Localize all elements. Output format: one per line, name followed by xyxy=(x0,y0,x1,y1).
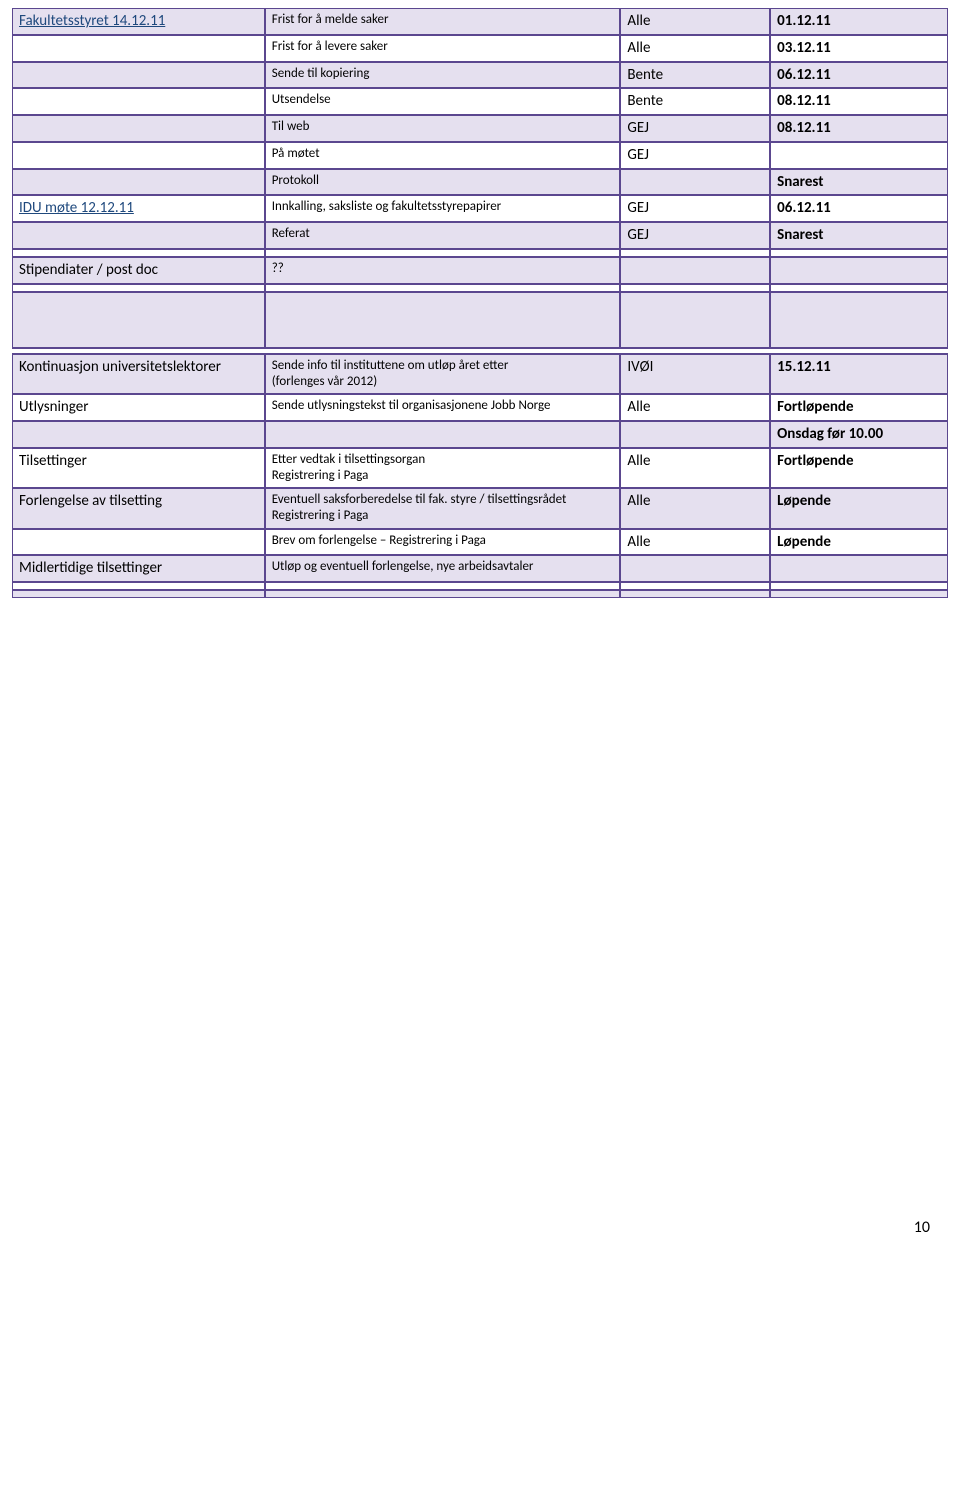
task-cell: Sende info til instituttene om utløp åre… xyxy=(265,354,621,395)
empty-cell xyxy=(770,555,948,582)
empty-cell xyxy=(770,590,948,598)
who-cell: Alle xyxy=(620,35,770,62)
who-cell: Bente xyxy=(620,88,770,115)
empty-cell xyxy=(770,284,948,292)
empty-cell xyxy=(12,249,265,257)
empty-cell xyxy=(12,169,265,196)
empty-cell xyxy=(620,582,770,590)
empty-cell xyxy=(265,582,621,590)
when-cell: 15.12.11 xyxy=(770,354,948,395)
task-cell: Referat xyxy=(265,222,621,249)
task-cell: Utløp og eventuell forlengelse, nye arbe… xyxy=(265,555,621,582)
empty-cell xyxy=(620,292,770,348)
task-cell: Utsendelse xyxy=(265,88,621,115)
when-cell: Snarest xyxy=(770,222,948,249)
task-cell: Sende til kopiering xyxy=(265,62,621,89)
who-cell xyxy=(620,169,770,196)
empty-cell xyxy=(12,88,265,115)
empty-cell xyxy=(12,35,265,62)
task-cell: Frist for å levere saker xyxy=(265,35,621,62)
task-cell: Brev om forlengelse – Registrering i Pag… xyxy=(265,529,621,556)
empty-cell xyxy=(12,582,265,590)
utlysninger-label: Utlysninger xyxy=(12,394,265,421)
task-cell: Frist for å melde saker xyxy=(265,8,621,35)
empty-cell xyxy=(12,284,265,292)
when-cell: 06.12.11 xyxy=(770,62,948,89)
empty-cell xyxy=(620,590,770,598)
empty-cell xyxy=(12,292,265,348)
stipendiater-label: Stipendiater / post doc xyxy=(12,257,265,284)
empty-cell xyxy=(265,292,621,348)
task-cell: Sende utlysningstekst til organisasjonen… xyxy=(265,394,621,421)
schedule-table: Fakultetsstyret 14.12.11 Frist for å mel… xyxy=(12,8,948,598)
when-cell: 06.12.11 xyxy=(770,195,948,222)
empty-cell xyxy=(12,222,265,249)
who-cell: GEJ xyxy=(620,195,770,222)
task-cell: Til web xyxy=(265,115,621,142)
when-cell: 08.12.11 xyxy=(770,88,948,115)
empty-cell xyxy=(12,421,265,448)
who-cell: Alle xyxy=(620,8,770,35)
who-cell: Bente xyxy=(620,62,770,89)
when-cell: Løpende xyxy=(770,529,948,556)
who-cell: Alle xyxy=(620,394,770,421)
empty-cell xyxy=(770,582,948,590)
empty-cell xyxy=(620,555,770,582)
empty-cell xyxy=(265,284,621,292)
when-cell: Snarest xyxy=(770,169,948,196)
empty-cell xyxy=(12,142,265,169)
empty-cell xyxy=(12,529,265,556)
task-cell: Innkalling, saksliste og fakultetsstyrep… xyxy=(265,195,621,222)
when-cell: Fortløpende xyxy=(770,394,948,421)
who-cell: Alle xyxy=(620,488,770,529)
who-cell: Alle xyxy=(620,448,770,489)
empty-cell xyxy=(265,590,621,598)
when-cell: 08.12.11 xyxy=(770,115,948,142)
kontinuasjon-label: Kontinuasjon universitetslektorer xyxy=(12,354,265,395)
when-cell xyxy=(770,142,948,169)
task-cell: Etter vedtak i tilsettingsorgan Registre… xyxy=(265,448,621,489)
empty-cell xyxy=(12,590,265,598)
when-cell: Fortløpende xyxy=(770,448,948,489)
empty-cell xyxy=(12,62,265,89)
who-cell: IVØI xyxy=(620,354,770,395)
idu-label: IDU møte 12.12.11 xyxy=(12,195,265,222)
who-cell: GEJ xyxy=(620,142,770,169)
task-cell: På møtet xyxy=(265,142,621,169)
fakultetsstyret-label: Fakultetsstyret 14.12.11 xyxy=(12,8,265,35)
when-cell: Onsdag før 10.00 xyxy=(770,421,948,448)
empty-cell xyxy=(620,249,770,257)
when-cell: 03.12.11 xyxy=(770,35,948,62)
empty-cell xyxy=(12,115,265,142)
who-cell: GEJ xyxy=(620,222,770,249)
page-number: 10 xyxy=(12,1218,948,1237)
task-cell: Eventuell saksforberedelse til fak. styr… xyxy=(265,488,621,529)
who-cell: GEJ xyxy=(620,115,770,142)
stipendiater-val: ?? xyxy=(265,257,621,284)
empty-cell xyxy=(770,249,948,257)
task-cell: Protokoll xyxy=(265,169,621,196)
empty-cell xyxy=(620,257,770,284)
midlertidige-label: Midlertidige tilsettinger xyxy=(12,555,265,582)
tilsettinger-label: Tilsettinger xyxy=(12,448,265,489)
empty-cell xyxy=(770,292,948,348)
when-cell: 01.12.11 xyxy=(770,8,948,35)
empty-cell xyxy=(265,421,621,448)
who-cell: Alle xyxy=(620,529,770,556)
empty-cell xyxy=(620,421,770,448)
when-cell: Løpende xyxy=(770,488,948,529)
empty-cell xyxy=(770,257,948,284)
forlengelse-label: Forlengelse av tilsetting xyxy=(12,488,265,529)
empty-cell xyxy=(620,284,770,292)
empty-cell xyxy=(265,249,621,257)
